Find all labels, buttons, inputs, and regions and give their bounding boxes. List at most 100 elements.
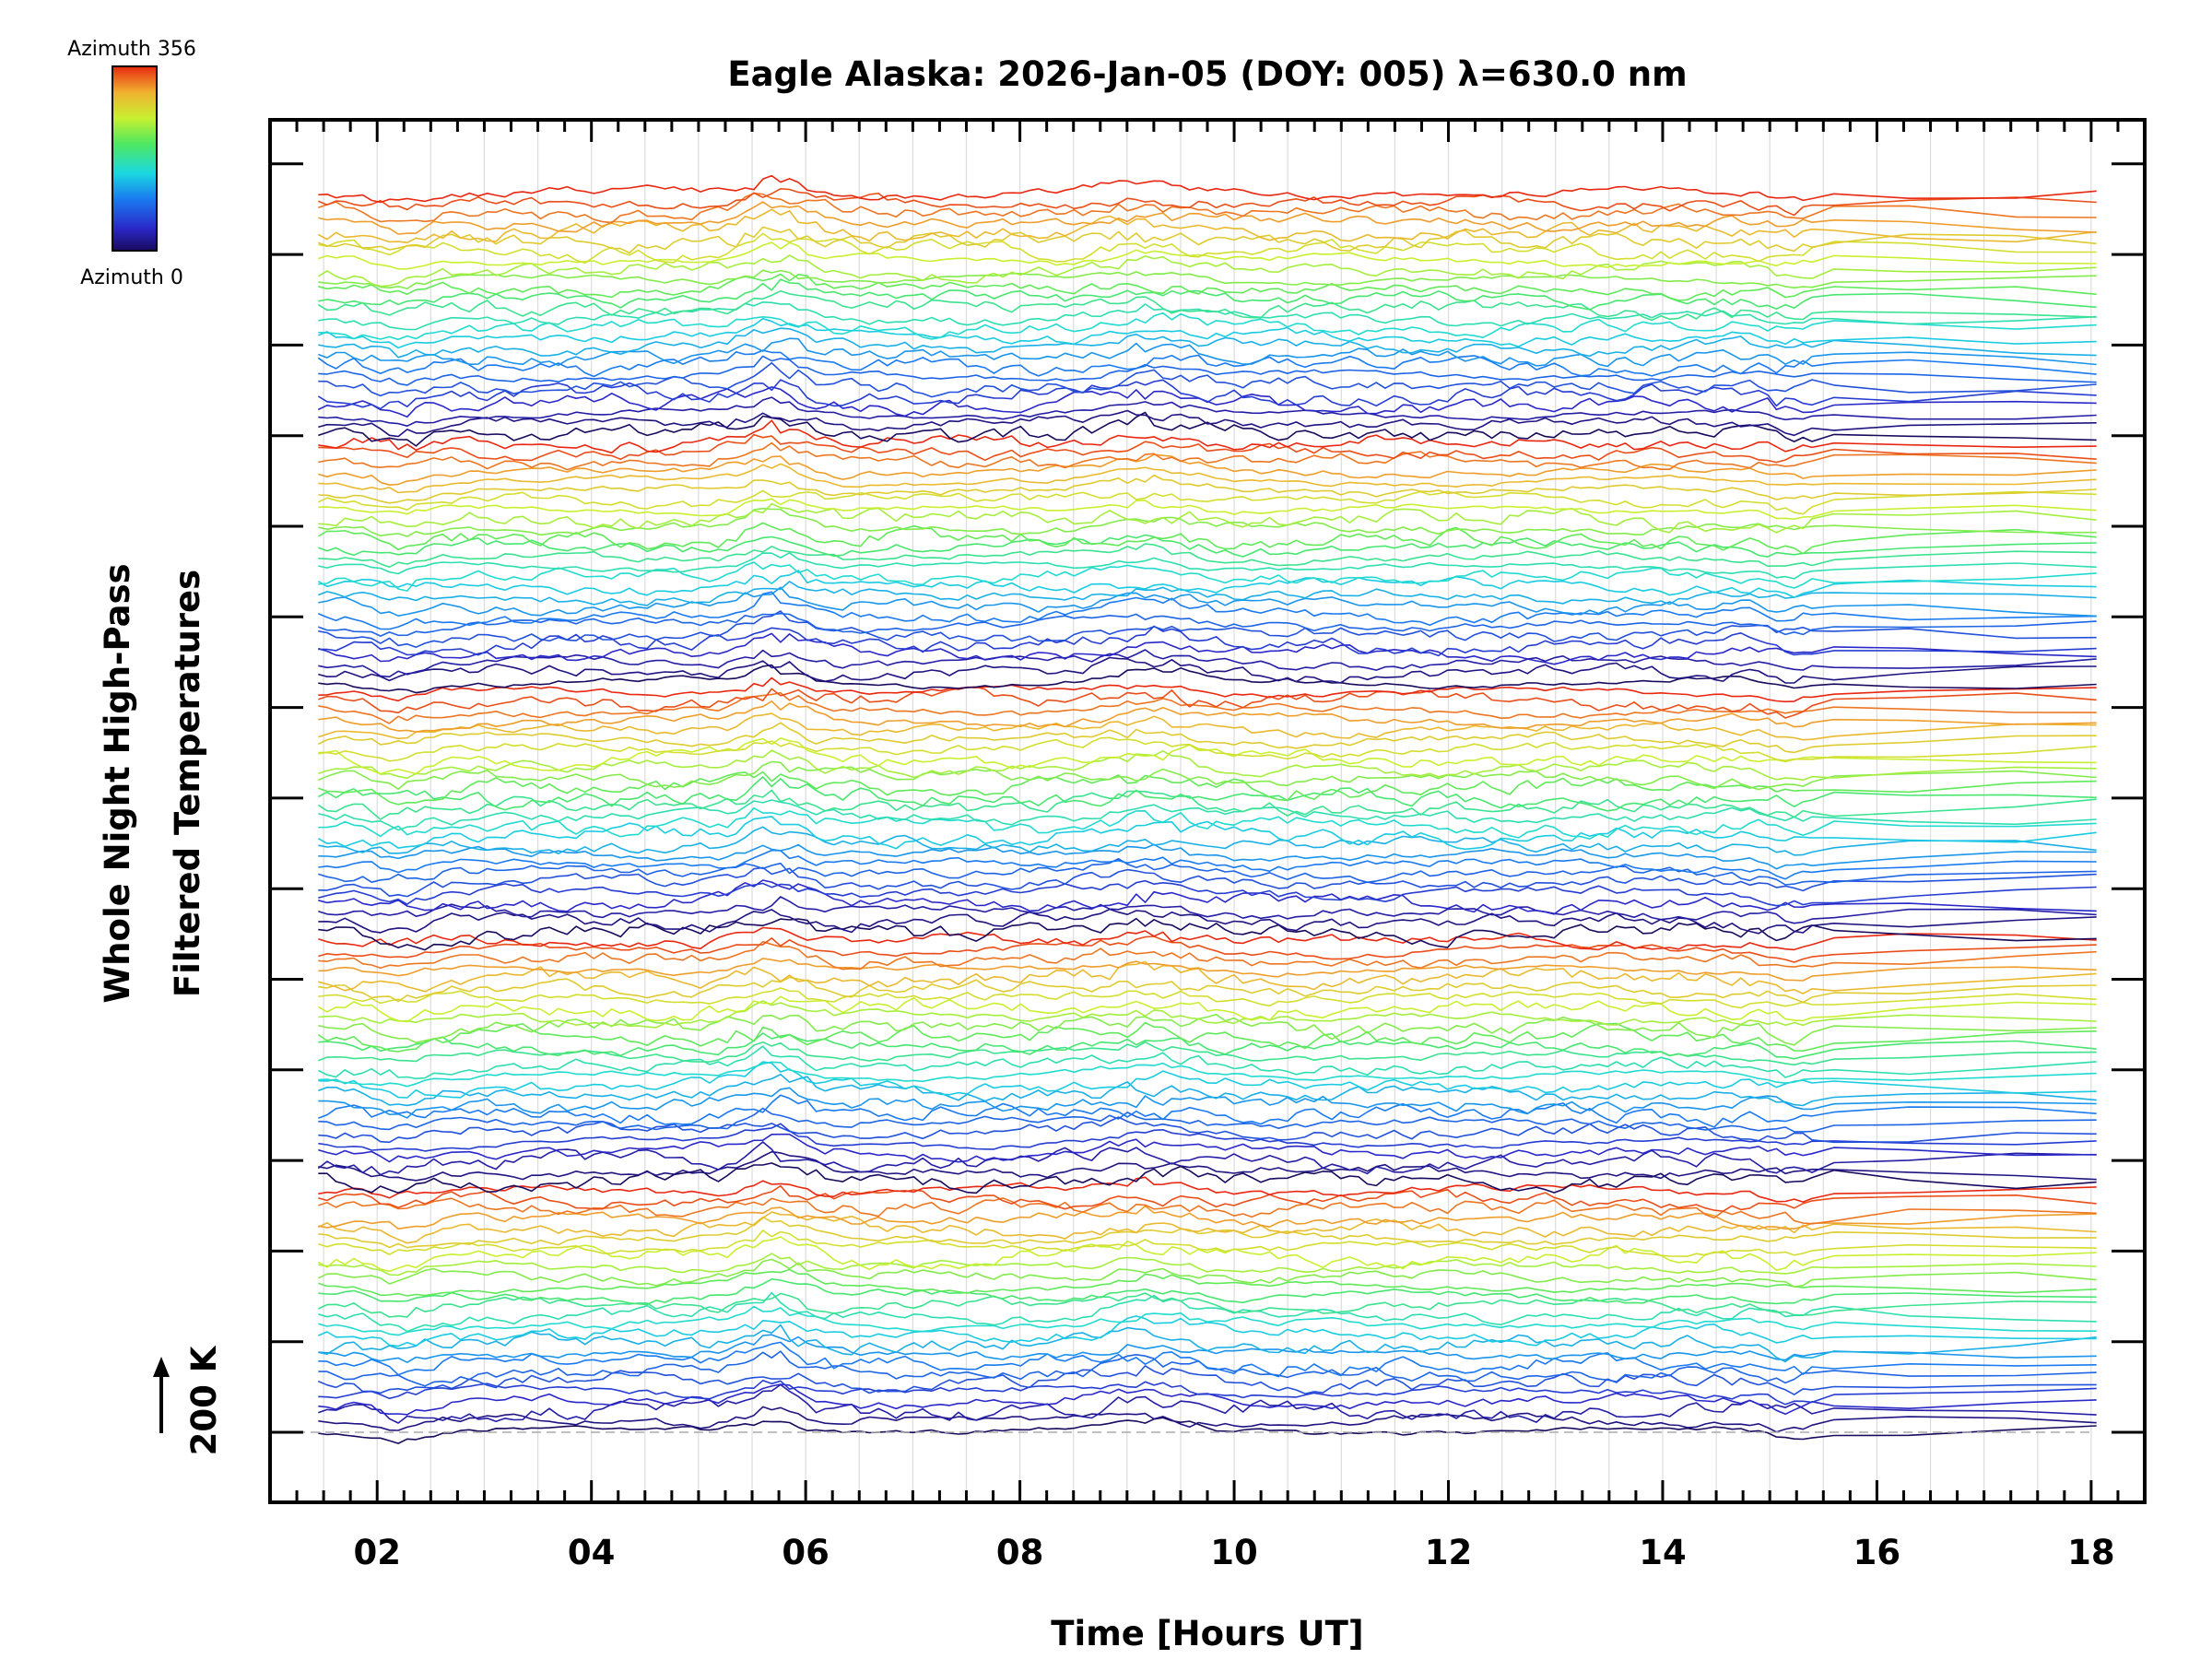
- series-trace-g1-az299: [317, 1211, 2097, 1244]
- series-trace-g2-az14: [318, 1150, 2097, 1182]
- series-trace-g3-az28: [318, 896, 2097, 924]
- series-trace-g2-az28: [317, 1141, 2097, 1176]
- series-trace-g3-az242: [318, 749, 2097, 782]
- series-trace-g1-az171: [318, 1291, 2097, 1333]
- series-trace-g4-az28: [318, 649, 2097, 678]
- series-trace-g1-az114: [318, 1334, 2097, 1363]
- series-trace-g1-az228: [317, 1258, 2097, 1288]
- series-trace-g1-az157: [318, 1305, 2097, 1336]
- x-axis-label: Time [Hours UT]: [1051, 1614, 1363, 1653]
- x-tick-label: 18: [2067, 1533, 2115, 1572]
- series-trace-g3-az0: [318, 917, 2097, 951]
- series-trace-g5-az171: [318, 300, 2097, 331]
- x-tick-label: 12: [1425, 1533, 1473, 1572]
- series-trace-g2-az57: [318, 1123, 2097, 1152]
- series-trace-g4-az285: [318, 474, 2097, 504]
- series-trace-g4-az342: [318, 433, 2097, 464]
- series-trace-g2-az271: [318, 987, 2097, 1009]
- axis-ticks: [270, 120, 2147, 1502]
- series-trace-g3-az43: [318, 879, 2097, 915]
- series-trace-g5-az299: [317, 208, 2097, 244]
- x-tick-label: 08: [996, 1533, 1044, 1572]
- series-trace-g5-az242: [317, 254, 2097, 288]
- series-trace-g3-az328: [318, 691, 2097, 724]
- series-trace-g2-az328: [318, 940, 2097, 971]
- series-trace-g5-az199: [318, 278, 2097, 311]
- series-trace-g3-az228: [317, 760, 2097, 791]
- series-trace-g3-az214: [318, 771, 2097, 806]
- series-trace-g1-az271: [318, 1230, 2097, 1257]
- series-trace-g2-az342: [318, 935, 2097, 963]
- series-trace-g4-az271: [317, 489, 2097, 515]
- series-trace-g2-az242: [318, 1000, 2097, 1029]
- series-trace-g5-az342: [317, 188, 2097, 217]
- series-trace-g3-az285: [317, 722, 2097, 754]
- series-trace-g4-az157: [318, 561, 2097, 592]
- series-trace-g3-az299: [318, 712, 2097, 741]
- series-trace-g3-az199: [317, 776, 2097, 812]
- series-trace-g1-az142: [317, 1315, 2097, 1347]
- x-tick-label: 16: [1853, 1533, 1901, 1572]
- series-trace-g2-az299: [318, 960, 2097, 994]
- series-trace-g2-az142: [318, 1061, 2097, 1099]
- series-trace-g5-az228: [318, 269, 2097, 289]
- series-trace-g2-az100: [318, 1094, 2097, 1128]
- series-trace-g4-az85: [318, 612, 2097, 637]
- series-trace-g5-az256: [318, 241, 2097, 270]
- series-trace-g2-az214: [317, 1021, 2097, 1053]
- series-trace-g3-az142: [317, 816, 2097, 851]
- series-trace-g3-az71: [318, 866, 2097, 898]
- series-trace-g1-az242: [318, 1253, 2097, 1277]
- series-trace-g2-az185: [318, 1041, 2097, 1066]
- series-trace-g5-az214: [318, 273, 2097, 301]
- colorbar-gradient: [112, 65, 158, 252]
- series-trace-g5-az0: [318, 411, 2097, 447]
- x-tick-label: 06: [782, 1533, 830, 1572]
- series-trace-g2-az256: [317, 995, 2097, 1023]
- series-trace-g1-az100: [318, 1341, 2097, 1378]
- series-trace-g4-az242: [318, 502, 2097, 534]
- series-trace-g4-az100: [317, 591, 2097, 630]
- series-trace-g3-az57: [318, 879, 2097, 907]
- series-trace-g3-az114: [318, 843, 2097, 870]
- series-trace-g4-az71: [318, 610, 2097, 649]
- series-trace-g5-az28: [318, 396, 2097, 428]
- series-trace-g3-az256: [318, 736, 2097, 775]
- series-trace-g5-az71: [318, 361, 2097, 398]
- series-trace-g5-az14: [318, 409, 2097, 438]
- series-trace-g1-az128: [318, 1324, 2097, 1363]
- series-trace-g5-az128: [318, 327, 2097, 359]
- series-trace-g2-az199: [318, 1032, 2097, 1060]
- series-trace-g5-az271: [318, 232, 2097, 265]
- scale-label: 200 K: [184, 1345, 224, 1455]
- scale-arrow-head: [153, 1357, 170, 1377]
- series-trace-g5-az114: [318, 337, 2097, 368]
- series-trace-g1-az43: [318, 1383, 2097, 1416]
- series-trace-g4-az313: [318, 453, 2097, 487]
- colorbar-bottom-label: Azimuth 0: [80, 266, 183, 289]
- series-trace-g3-az271: [318, 736, 2097, 762]
- series-trace-g4-az14: [318, 656, 2097, 684]
- series-trace-g4-az0: [318, 664, 2097, 694]
- series-trace-g1-az356: [318, 1176, 2097, 1203]
- series-trace-g3-az85: [318, 857, 2097, 886]
- series-trace-g5-az313: [318, 201, 2097, 235]
- series-trace-g5-az356: [318, 174, 2097, 204]
- series-trace-g3-az157: [318, 806, 2097, 841]
- series-trace-g4-az43: [318, 632, 2097, 665]
- series-trace-g5-az328: [318, 192, 2097, 224]
- x-tick-label: 14: [1639, 1533, 1687, 1572]
- series-trace-g4-az57: [318, 625, 2097, 657]
- series-trace-g5-az285: [318, 226, 2097, 254]
- series-trace-g1-az0: [318, 1417, 2097, 1444]
- series-trace-g2-az313: [318, 958, 2097, 982]
- x-tick-label: 10: [1210, 1533, 1258, 1572]
- series-trace-g2-az128: [318, 1073, 2097, 1107]
- series-traces: [317, 174, 2097, 1444]
- series-trace-g5-az85: [318, 355, 2097, 386]
- y-axis-label-line2: Filtered Temperatures: [168, 570, 207, 997]
- series-trace-g1-az28: [318, 1383, 2097, 1424]
- series-trace-g2-az157: [318, 1061, 2097, 1088]
- series-trace-g3-az128: [318, 826, 2097, 856]
